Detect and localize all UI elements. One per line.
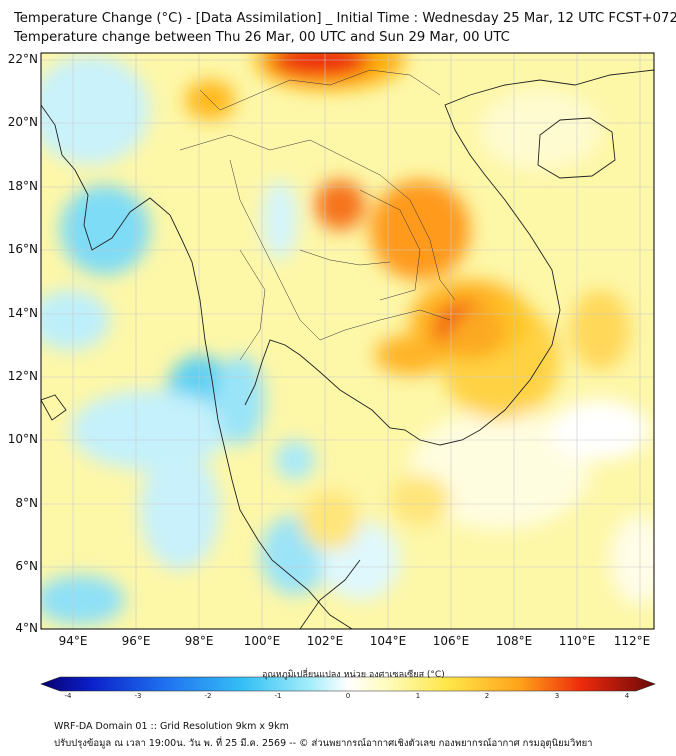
lat-label: 10°N (7, 432, 38, 446)
colorbar-tick: 4 (624, 692, 630, 700)
lat-label: 8°N (15, 496, 38, 510)
lat-label: 18°N (7, 179, 38, 193)
map-gridlines (41, 53, 654, 629)
lat-label: 12°N (7, 369, 38, 383)
temperature-field (41, 53, 654, 629)
colorbar-tick: -2 (204, 692, 212, 700)
colorbar-scale (40, 676, 656, 692)
lon-label: 98°E (184, 634, 214, 648)
lat-label: 14°N (7, 306, 38, 320)
colorbar-title: อุณหภูมิเปลี่ยนแปลง หน่วย องศาเซลเซียส (… (262, 670, 445, 680)
chart-title: Temperature Change (°C) - [Data Assimila… (14, 11, 676, 26)
chart-subtitle: Temperature change between Thu 26 Mar, 0… (14, 30, 510, 45)
lat-label: 6°N (15, 559, 38, 573)
colorbar-tick: 0 (345, 692, 351, 700)
lon-label: 110°E (558, 634, 596, 648)
colorbar-tick: 2 (484, 692, 490, 700)
lat-label: 20°N (7, 115, 38, 129)
lon-label: 96°E (121, 634, 151, 648)
footer-credit: ปรับปรุงข้อมูล ณ เวลา 19:00น. วัน พ. ที่… (54, 738, 593, 749)
lon-label: 106°E (432, 634, 470, 648)
footer-model-info: WRF-DA Domain 01 :: Grid Resolution 9km … (54, 721, 289, 732)
lon-label: 94°E (58, 634, 88, 648)
coastline-outlines (41, 69, 654, 629)
lon-label: 100°E (243, 634, 281, 648)
province-borders (179, 69, 456, 361)
lat-label: 16°N (7, 242, 38, 256)
colorbar-tick: -1 (274, 692, 282, 700)
lon-label: 102°E (306, 634, 344, 648)
lon-label: 104°E (369, 634, 407, 648)
lon-label: 112°E (613, 634, 651, 648)
lon-label: 108°E (495, 634, 533, 648)
colorbar-tick: -4 (64, 692, 72, 700)
lat-label: 4°N (15, 621, 38, 635)
lat-label: 22°N (7, 52, 38, 66)
colorbar-tick: 3 (554, 692, 560, 700)
colorbar-tick: -3 (134, 692, 142, 700)
map-frame (40, 52, 655, 630)
colorbar-tick: 1 (415, 692, 421, 700)
